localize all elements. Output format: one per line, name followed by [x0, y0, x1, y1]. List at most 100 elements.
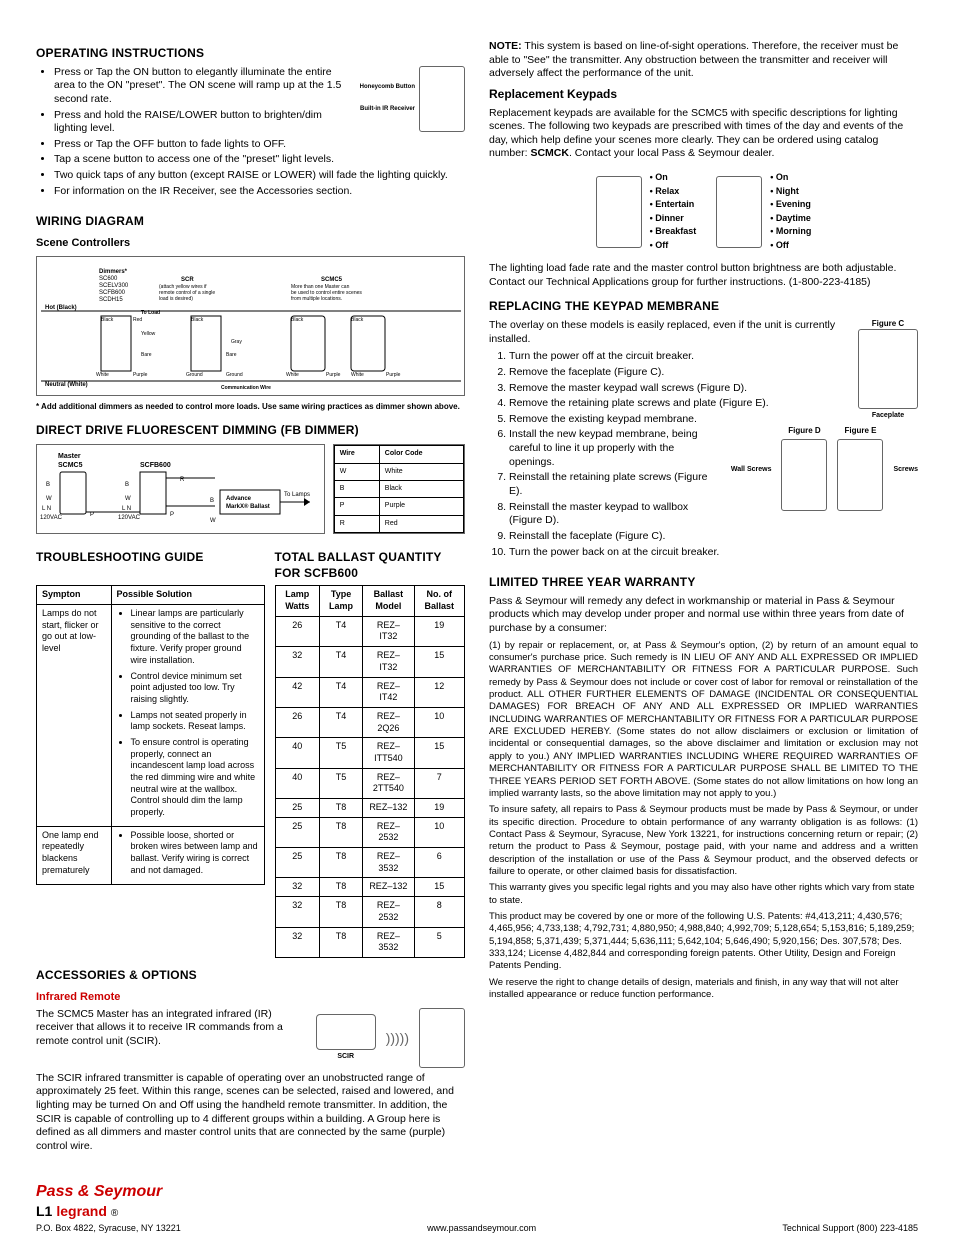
svg-text:Purple: Purple	[133, 372, 148, 378]
ballast-cell: REZ–IT32	[363, 647, 415, 677]
ballast-cell: REZ–132	[363, 799, 415, 818]
operating-item: For information on the IR Receiver, see …	[54, 185, 465, 199]
color-hdr: Color Code	[379, 446, 463, 463]
ballast-cell: REZ–ITT540	[363, 738, 415, 768]
faceplate-label: Faceplate	[858, 411, 918, 420]
accessories-title: ACCESSORIES & OPTIONS	[36, 968, 465, 984]
warranty-p6: We reserve the right to change details o…	[489, 977, 918, 1002]
svg-text:Black: Black	[191, 317, 204, 323]
sol-item: Lamps not seated properly in lamp socket…	[131, 710, 259, 733]
svg-text:MarkX® Ballast: MarkX® Ballast	[226, 503, 270, 510]
svg-text:SCELV300: SCELV300	[99, 283, 129, 289]
ballast-cell: REZ–132	[363, 878, 415, 897]
sol-item: Possible loose, shorted or broken wires …	[131, 830, 259, 877]
scir-label: SCIR	[316, 1052, 376, 1061]
ballast-cell: T5	[320, 738, 363, 768]
ballast-cell: 19	[414, 799, 464, 818]
kp-label: On	[650, 171, 697, 185]
ballast-cell: 15	[414, 738, 464, 768]
footer-url: www.passandseymour.com	[427, 1223, 536, 1235]
ballast-cell: T8	[320, 897, 363, 927]
kp-label: Relax	[650, 185, 697, 199]
kp-label: Evening	[770, 198, 811, 212]
keypad-row: On Relax Entertain Dinner Breakfast Off …	[489, 171, 918, 252]
svg-text:Bare: Bare	[141, 352, 152, 358]
ballast-cell: T8	[320, 817, 363, 847]
ballast-cell: 40	[275, 768, 319, 798]
svg-text:Neutral (White): Neutral (White)	[45, 382, 88, 388]
svg-text:SCMC5: SCMC5	[321, 277, 343, 283]
screws-label: Screws	[893, 465, 918, 474]
warranty-p2: (1) by repair or replacement, or, at Pas…	[489, 640, 918, 800]
svg-text:W: W	[125, 496, 131, 502]
step: Turn the power back on at the circuit br…	[509, 546, 918, 560]
ballast-cell: 15	[414, 878, 464, 897]
keypad2-labels: On Night Evening Daytime Morning Off	[770, 171, 811, 252]
ballast-cell: 5	[414, 927, 464, 957]
svg-text:Bare: Bare	[226, 352, 237, 358]
svg-text:To Lamps: To Lamps	[284, 492, 310, 498]
keypad-icon	[419, 66, 465, 132]
svg-text:B: B	[210, 498, 214, 504]
footer-address: P.O. Box 4822, Syracuse, NY 13221	[36, 1223, 181, 1235]
svg-text:SCFB600: SCFB600	[99, 290, 126, 296]
warranty-p5: This product may be covered by one or mo…	[489, 911, 918, 973]
step: Remove the master keypad wall screws (Fi…	[509, 382, 918, 396]
step: Reinstall the faceplate (Figure C).	[509, 530, 918, 544]
ballast-cell: REZ–IT42	[363, 677, 415, 707]
wire-cell: Black	[379, 481, 463, 498]
step: Remove the faceplate (Figure C).	[509, 366, 918, 380]
td-symptom: One lamp end repeatedly blackens prematu…	[37, 826, 112, 884]
operating-item: Two quick taps of any button (except RAI…	[54, 169, 465, 183]
brand-legrand: legrand	[56, 1202, 107, 1220]
operating-title: OPERATING INSTRUCTIONS	[36, 46, 465, 62]
ballast-cell: 25	[275, 848, 319, 878]
svg-text:L N: L N	[42, 506, 51, 512]
note-text: This system is based on line-of-sight op…	[489, 40, 898, 79]
ballast-cell: 32	[275, 878, 319, 897]
fig-e-label: Figure E	[837, 426, 883, 436]
ballast-cell: 42	[275, 677, 319, 707]
wiring-footnote: * Add additional dimmers as needed to co…	[36, 402, 465, 412]
th-solution: Possible Solution	[111, 586, 264, 605]
step: Remove the retaining plate screws and pl…	[509, 397, 918, 411]
svg-text:Hot (Black): Hot (Black)	[45, 305, 77, 311]
ballast-cell: T4	[320, 647, 363, 677]
wire-cell: Purple	[379, 498, 463, 515]
ballast-cell: 32	[275, 897, 319, 927]
ballast-cell: REZ–2Q26	[363, 707, 415, 737]
membrane-intro: The overlay on these models is easily re…	[489, 319, 918, 346]
th: Ballast Model	[363, 586, 415, 616]
kp-label: Entertain	[650, 198, 697, 212]
warranty-p4: This warranty gives you specific legal r…	[489, 882, 918, 907]
ballast-cell: 6	[414, 848, 464, 878]
ballast-cell: T8	[320, 799, 363, 818]
wire-cell: B	[334, 481, 379, 498]
sol-item: To ensure control is operating properly,…	[131, 737, 259, 819]
sol-item: Control device minimum set point adjuste…	[131, 671, 259, 706]
svg-text:To Load: To Load	[141, 310, 160, 316]
svg-text:P: P	[170, 512, 174, 518]
td-solution: Linear lamps are particularly sensitive …	[111, 605, 264, 827]
svg-text:Purple: Purple	[386, 372, 401, 378]
ballast-cell: 10	[414, 707, 464, 737]
figure-c: Figure C Faceplate	[858, 319, 918, 420]
warranty-p3: To insure safety, all repairs to Pass & …	[489, 804, 918, 878]
svg-text:Black: Black	[101, 317, 114, 323]
replacement-p1: Replacement keypads are available for th…	[489, 107, 918, 162]
kp-label: Off	[650, 239, 697, 253]
ballast-title: TOTAL BALLAST QUANTITY FOR SCFB600	[275, 550, 465, 581]
svg-text:White: White	[351, 372, 364, 378]
operating-item: Tap a scene button to access one of the …	[54, 153, 465, 167]
svg-text:Dimmers*: Dimmers*	[99, 269, 128, 275]
kp-label: Dinner	[650, 212, 697, 226]
kp-label: Breakfast	[650, 225, 697, 239]
kp-label: Off	[770, 239, 811, 253]
ballast-cell: T8	[320, 927, 363, 957]
td-symptom: Lamps do not start, flicker or go out at…	[37, 605, 112, 827]
note-para: NOTE: This system is based on line-of-si…	[489, 40, 918, 81]
ir-p2: The SCIR infrared transmitter is capable…	[36, 1072, 465, 1154]
th-symptom: Sympton	[37, 586, 112, 605]
ballast-cell: 19	[414, 616, 464, 646]
th: No. of Ballast	[414, 586, 464, 616]
